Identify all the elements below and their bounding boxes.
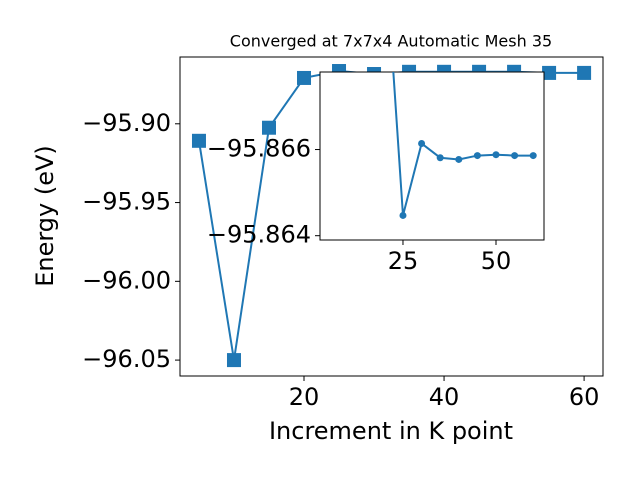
y-tick-label: −95.95 [82, 188, 171, 216]
y-axis-label: Energy (eV) [31, 145, 59, 287]
y-tick-label: −95.866 [207, 135, 311, 163]
x-tick-label: 25 [388, 247, 419, 275]
y-tick-label: −96.05 [82, 345, 171, 373]
marker [473, 152, 481, 160]
x-tick-label: 60 [569, 383, 600, 411]
x-axis-label: Increment in K point [269, 417, 513, 445]
marker [399, 211, 407, 219]
marker [418, 140, 426, 148]
marker [455, 155, 463, 163]
y-tick-label: −95.90 [82, 109, 171, 137]
chart-title: Converged at 7x7x4 Automatic Mesh 35 [230, 32, 552, 51]
x-tick-label: 50 [481, 247, 512, 275]
marker [191, 133, 206, 148]
y-tick-label: −95.864 [207, 221, 311, 249]
marker [577, 65, 592, 80]
marker [261, 120, 276, 135]
marker [511, 152, 519, 160]
marker [492, 151, 500, 159]
y-tick-label: −96.00 [82, 266, 171, 294]
marker [436, 154, 444, 162]
marker [226, 353, 241, 368]
marker [529, 152, 537, 160]
marker [542, 65, 557, 80]
x-tick-label: 40 [429, 383, 460, 411]
plot-clip [392, 72, 537, 219]
x-tick-label: 20 [289, 383, 320, 411]
marker [297, 70, 312, 85]
